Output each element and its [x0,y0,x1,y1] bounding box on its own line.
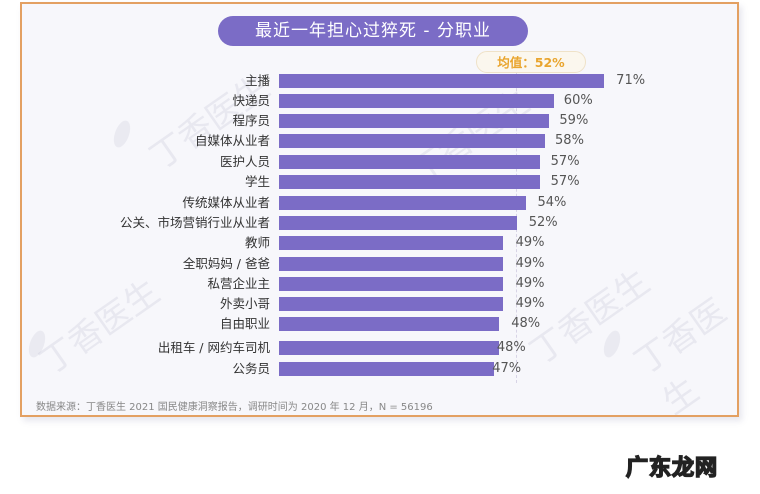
bar-row: 医护人员 57% [0,155,760,175]
category-label: 快递员 [232,93,270,108]
value-label: 54% [537,195,567,210]
category-label: 程序员 [232,113,270,128]
category-label: 自媒体从业者 [194,133,270,148]
category-label: 教师 [244,235,270,250]
bar-row: 程序员 59% [0,114,760,134]
site-logo: 广东龙网 [625,455,719,482]
value-label: 48% [511,316,541,331]
bar-row: 主播 71% [0,74,760,94]
bar [279,74,605,88]
category-label: 全职妈妈 / 爸爸 [182,256,270,271]
bar [279,277,504,291]
category-label: 主播 [244,73,270,88]
value-label: 52% [528,215,558,230]
value-label: 49% [515,296,545,311]
bar [279,297,504,311]
value-label: 58% [555,133,584,148]
bar [279,317,499,331]
mean-badge: 均值：52% [476,51,586,73]
category-label: 传统媒体从业者 [182,195,270,210]
category-label: 公务员 [232,361,270,376]
bar [279,94,554,108]
category-label: 私营企业主 [207,276,270,291]
bar-row: 自媒体从业者 58% [0,134,760,154]
value-label: 57% [550,174,580,189]
category-label: 自由职业 [219,316,270,331]
bar-row: 传统媒体从业者 54% [0,196,760,216]
value-label: 57% [550,154,580,169]
category-label: 医护人员 [219,154,270,169]
bar [279,362,495,376]
bar-row: 外卖小哥 49% [0,297,760,317]
category-label: 外卖小哥 [219,296,270,311]
value-label: 48% [496,340,526,355]
bar-row: 自由职业 48% [0,317,760,337]
bar-row: 快递员 60% [0,94,760,114]
bar [279,341,499,355]
bar [279,257,504,271]
bar-row: 出租车 / 网约车司机 48% [0,341,760,361]
value-label: 49% [515,256,545,271]
bar [279,155,541,169]
bar-row: 全职妈妈 / 爸爸 49% [0,257,760,277]
bar [279,196,527,210]
bar [279,175,541,189]
bar [279,134,545,148]
bar [279,114,550,128]
bar [279,216,518,230]
bar-row: 学生 57% [0,175,760,195]
value-label: 47% [492,361,522,376]
value-label: 49% [515,276,545,291]
category-label: 学生 [244,174,270,189]
category-label: 公关、市场营销行业从业者 [119,215,270,230]
value-label: 60% [563,93,593,108]
bar-row: 公关、市场营销行业从业者 52% [0,216,760,236]
data-source-note: 数据来源：丁香医生 2021 国民健康洞察报告，调研时间为 2020 年 12 … [36,402,433,413]
category-label: 出租车 / 网约车司机 [157,340,270,355]
value-label: 59% [559,113,589,128]
value-label: 49% [515,235,545,250]
bar [279,236,504,250]
value-label: 71% [616,73,646,88]
chart-title: 最近一年担心过猝死 - 分职业 [218,16,528,46]
bar-row: 教师 49% [0,236,760,256]
bar-row: 公务员 47% [0,362,760,382]
bar-row: 私营企业主 49% [0,277,760,297]
